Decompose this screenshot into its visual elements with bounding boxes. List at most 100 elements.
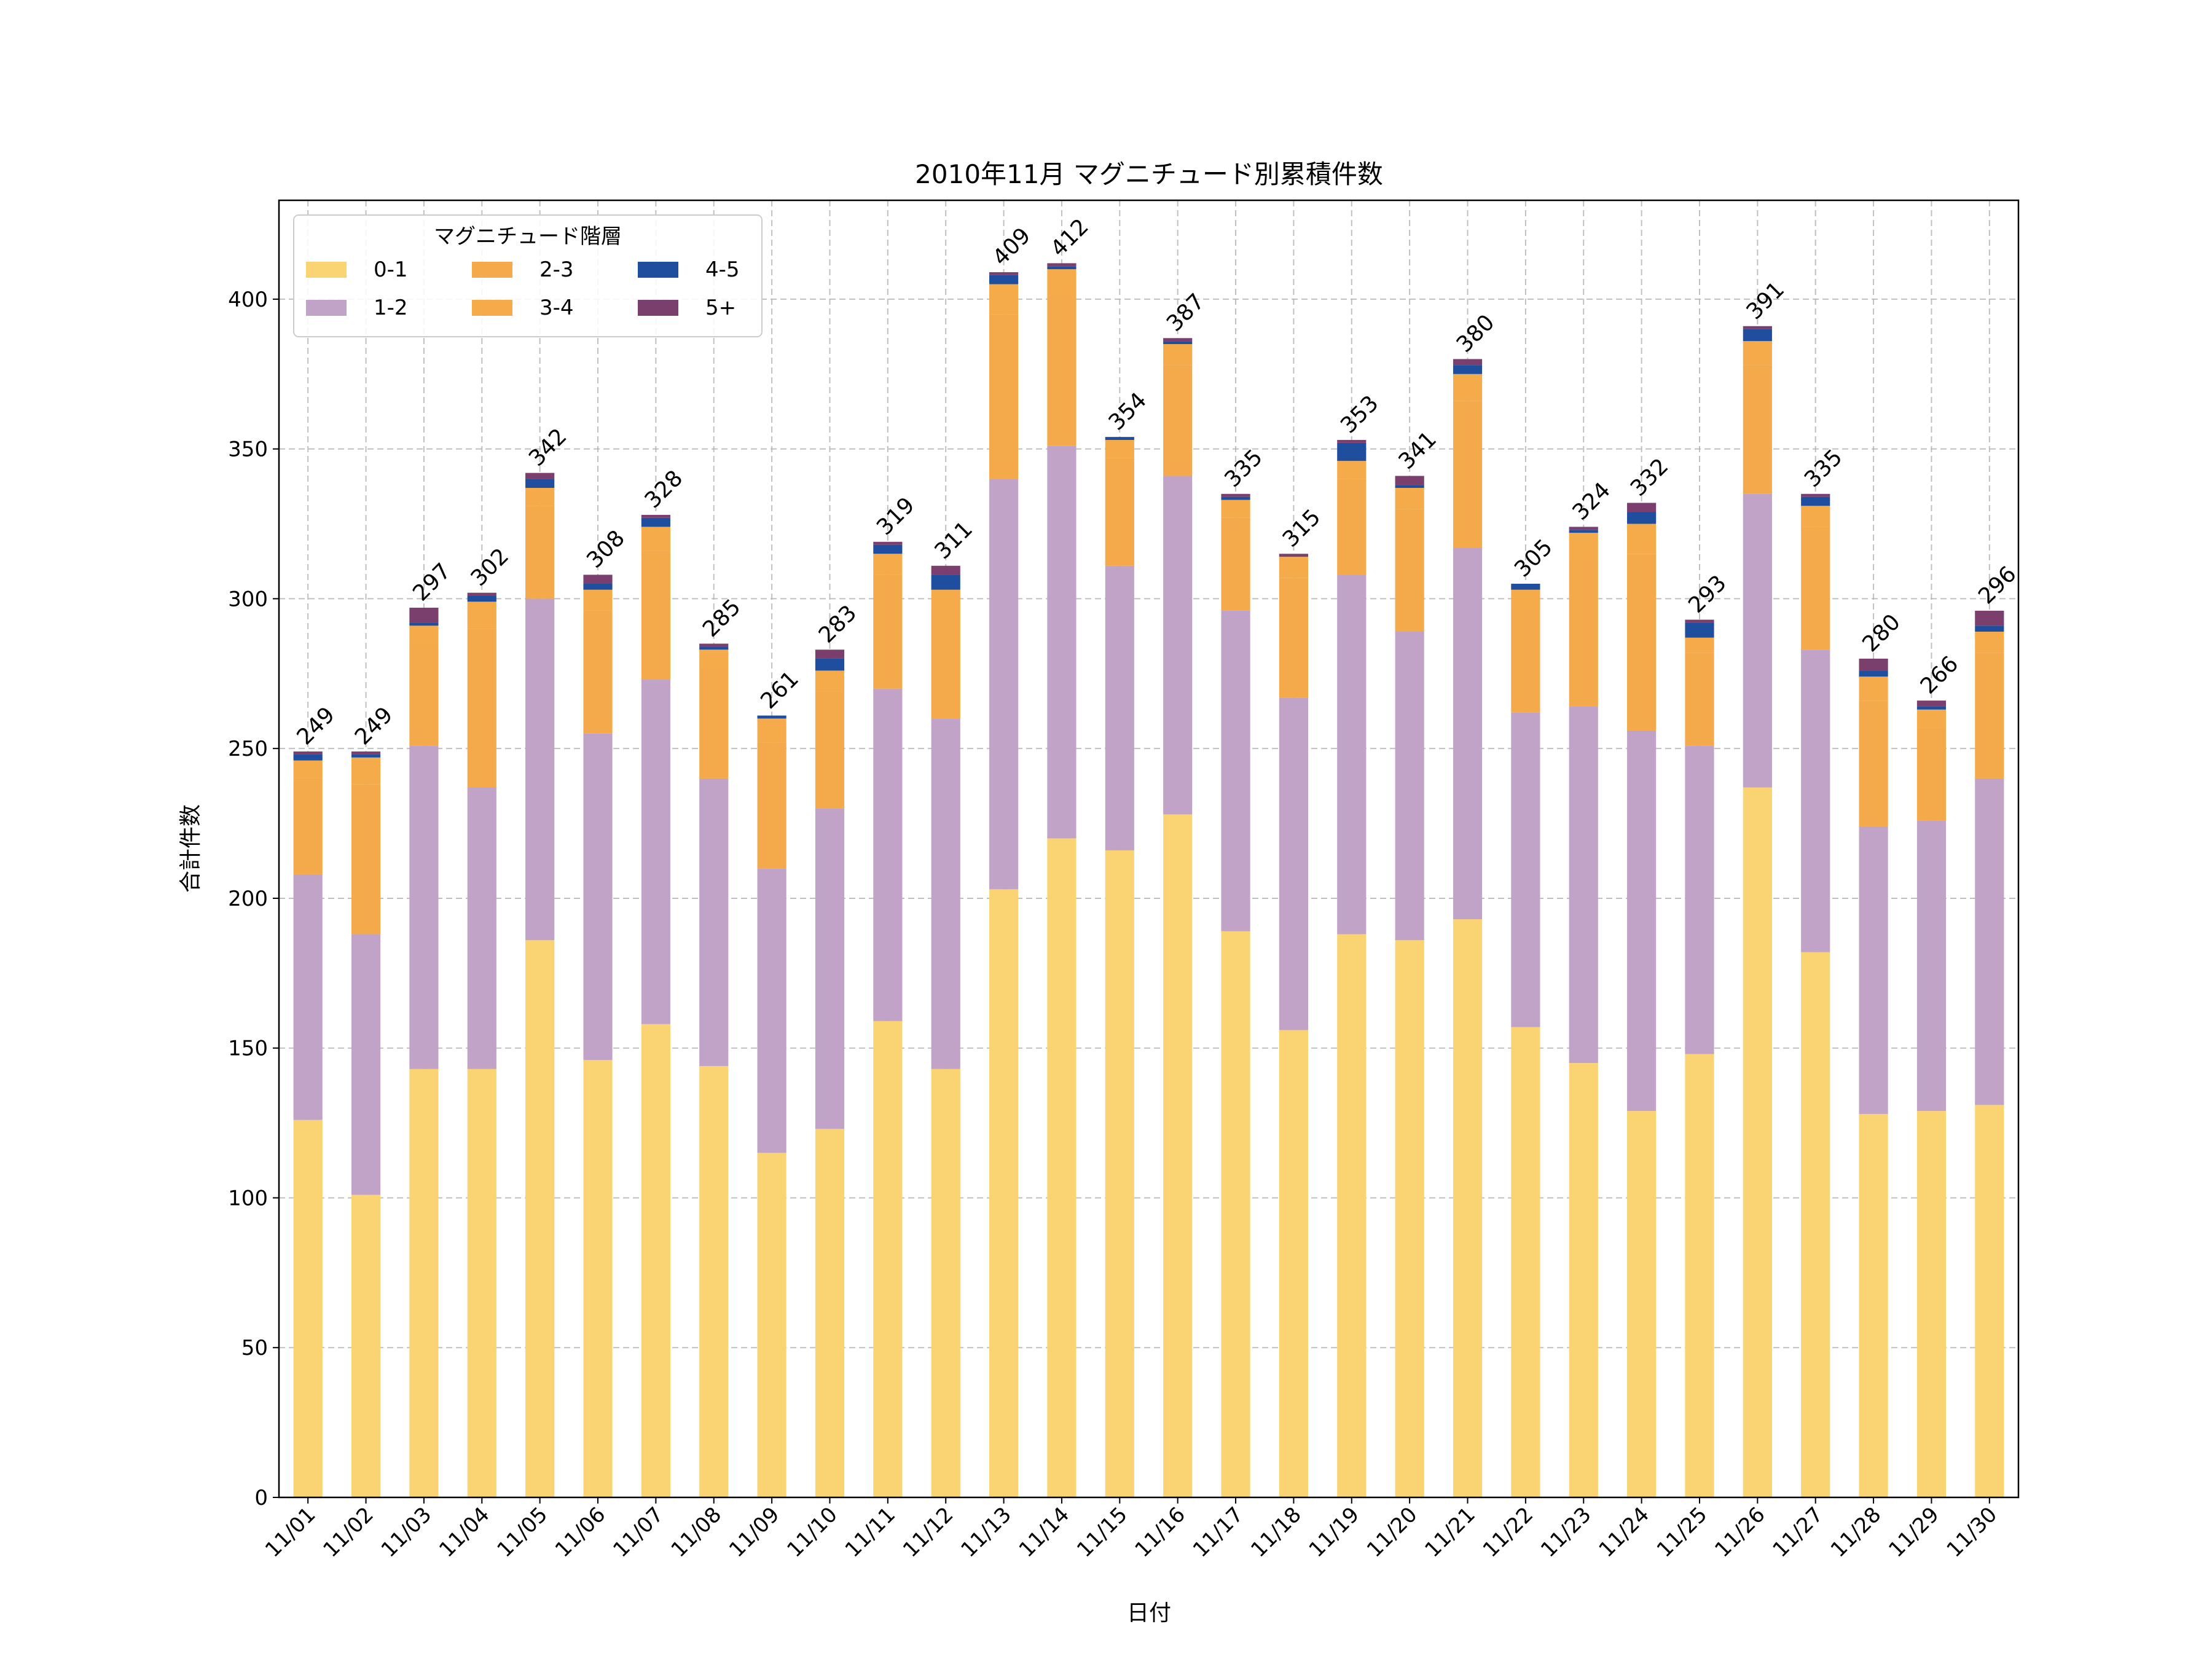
bar-segment-2-3 <box>1279 578 1309 698</box>
legend-swatch-1-2 <box>306 300 347 316</box>
x-tick-label: 11/15 <box>1072 1502 1132 1563</box>
bar-segment-1-2 <box>409 745 439 1069</box>
bar-segment-4-5 <box>351 754 381 758</box>
bar-segment-2-3 <box>1337 479 1367 575</box>
bar-segment-2-3 <box>1859 700 1888 826</box>
bar-segment-2-3 <box>1569 560 1598 707</box>
total-label: 409 <box>988 223 1036 271</box>
bar-segment-1-2 <box>757 868 786 1153</box>
bar-segment-5+ <box>931 565 960 575</box>
bar-segment-5+ <box>873 541 903 545</box>
y-tick-label: 350 <box>228 437 268 462</box>
bar-segment-5+ <box>1163 338 1193 342</box>
bar-segment-2-3 <box>1453 401 1483 548</box>
x-tick-label: 11/13 <box>956 1502 1016 1563</box>
bar-segment-0-1 <box>1627 1111 1657 1497</box>
bar-segment-2-3 <box>989 314 1019 479</box>
bar-segment-4-5 <box>1395 485 1424 488</box>
total-label: 380 <box>1452 310 1500 358</box>
bar-segment-0-1 <box>1743 787 1772 1497</box>
total-label: 280 <box>1857 610 1905 657</box>
total-label: 319 <box>872 493 920 541</box>
bar-segment-3-4 <box>293 760 323 779</box>
bar-segment-2-3 <box>1163 365 1193 476</box>
bar-segment-1-2 <box>1859 826 1888 1114</box>
bar-segment-2-3 <box>351 784 381 935</box>
bar-segment-1-2 <box>1105 565 1134 850</box>
bar-segment-0-1 <box>1163 814 1193 1497</box>
bar-segment-3-4 <box>1569 533 1598 560</box>
x-tick-label: 11/11 <box>841 1502 901 1563</box>
x-tick-label: 11/10 <box>782 1502 842 1563</box>
total-label: 324 <box>1568 477 1616 525</box>
bar-segment-4-5 <box>1801 496 1830 506</box>
total-label: 412 <box>1046 214 1094 262</box>
bar-segment-5+ <box>1569 527 1598 530</box>
bar-segment-5+ <box>1337 440 1367 443</box>
bar-segment-0-1 <box>1221 931 1250 1497</box>
bar-segment-2-3 <box>293 778 323 874</box>
bar-segment-3-4 <box>1685 637 1714 653</box>
x-tick-label: 11/17 <box>1188 1502 1249 1563</box>
bar-segment-1-2 <box>873 688 903 1021</box>
bar-segment-1-2 <box>467 787 496 1069</box>
bar-segment-1-2 <box>1916 820 1947 1112</box>
bar-segment-3-4 <box>1511 589 1540 608</box>
bar-segment-1-2 <box>1743 493 1772 788</box>
bar-segment-0-1 <box>757 1153 786 1497</box>
bar-segment-0-1 <box>1395 940 1424 1497</box>
bar-segment-0-1 <box>1453 919 1483 1497</box>
legend-label: 4-5 <box>705 257 740 282</box>
bar-segment-1-2 <box>1453 547 1483 920</box>
bar-segment-2-3 <box>409 643 439 746</box>
bar-segment-2-3 <box>1105 458 1134 566</box>
bar-segment-5+ <box>1279 554 1309 557</box>
total-label: 354 <box>1104 388 1152 436</box>
bar-segment-0-1 <box>351 1194 381 1497</box>
bar-segment-3-4 <box>467 602 496 629</box>
bar-segment-4-5 <box>931 575 960 590</box>
y-tick-label: 300 <box>228 587 268 611</box>
bar-segment-3-4 <box>1047 269 1077 297</box>
x-tick-label: 11/24 <box>1594 1502 1654 1563</box>
bar-segment-4-5 <box>1859 670 1888 677</box>
bar-segment-1-2 <box>525 598 555 941</box>
bar-segment-2-3 <box>1511 608 1540 713</box>
bar-segment-0-1 <box>815 1129 845 1497</box>
bar-segment-2-3 <box>815 691 845 809</box>
bar-segment-0-1 <box>699 1065 729 1497</box>
bar-segment-4-5 <box>1163 341 1193 345</box>
bar-segment-5+ <box>525 473 555 479</box>
bar-segment-2-3 <box>1627 554 1657 731</box>
bar-segment-1-2 <box>1685 745 1714 1054</box>
y-axis-label: 合計件数 <box>178 804 203 893</box>
legend-label: 1-2 <box>374 296 408 320</box>
bar-segment-0-1 <box>293 1120 323 1497</box>
bar-segment-5+ <box>1685 619 1714 623</box>
bar-segment-5+ <box>1801 493 1830 497</box>
bar-segment-4-5 <box>1627 512 1657 524</box>
y-tick-label: 100 <box>228 1186 268 1210</box>
bar-segment-1-2 <box>1569 706 1598 1064</box>
bar-segment-4-5 <box>1105 437 1134 441</box>
legend-label: 5+ <box>705 296 736 320</box>
bar-segment-2-3 <box>1221 517 1250 611</box>
bar-segment-5+ <box>699 643 729 647</box>
x-tick-label: 11/04 <box>434 1502 495 1563</box>
bar-segment-0-1 <box>641 1024 670 1497</box>
x-axis-label: 日付 <box>1127 1601 1171 1626</box>
bar-segment-3-4 <box>641 527 670 551</box>
bar-segment-5+ <box>815 649 845 659</box>
bar-segment-3-4 <box>1453 374 1483 401</box>
legend-label: 2-3 <box>539 257 574 282</box>
bar-segment-4-5 <box>1221 496 1250 500</box>
bar-segment-2-3 <box>1047 296 1077 446</box>
bar-segment-1-2 <box>989 479 1019 890</box>
total-label: 283 <box>814 600 862 648</box>
bar-segment-4-5 <box>293 754 323 761</box>
bar-segment-0-1 <box>1975 1105 2004 1497</box>
bar-segment-5+ <box>467 592 496 596</box>
bar-segment-2-3 <box>467 629 496 788</box>
x-tick-label: 11/05 <box>492 1502 552 1563</box>
